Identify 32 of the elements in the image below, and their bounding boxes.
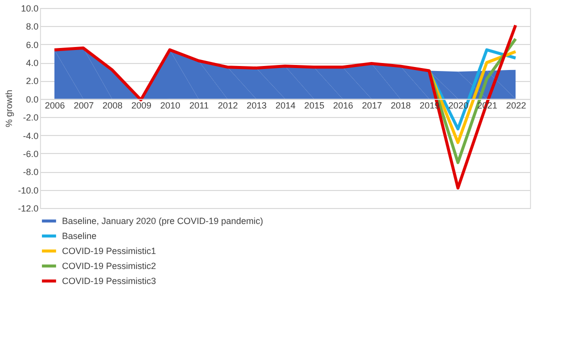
x-tick-label: 2011 <box>189 100 209 110</box>
legend-label: Baseline <box>62 231 97 241</box>
legend-label: COVID-19 Pessimistic2 <box>62 261 156 271</box>
y-tick-label: 6.0 <box>26 40 38 50</box>
y-tick-label: 0.0 <box>26 94 38 104</box>
y-tick-label: -6.0 <box>22 148 38 159</box>
y-tick-label: -2.0 <box>22 112 38 123</box>
y-tick-label: 10.0 <box>20 4 38 14</box>
x-tick-label: 2010 <box>160 100 180 110</box>
x-tick-label: 2017 <box>362 100 382 110</box>
x-tick-label: 2009 <box>131 100 152 110</box>
x-tick-label: 2008 <box>102 100 123 110</box>
y-tick-label: 4.0 <box>26 58 38 68</box>
x-tick-label: 2012 <box>218 100 238 110</box>
y-tick-label: -10.0 <box>18 185 38 196</box>
x-tick-label: 2014 <box>275 100 296 110</box>
legend-label: COVID-19 Pessimistic1 <box>62 246 156 256</box>
x-tick-label: 2006 <box>44 100 65 110</box>
y-tick-label: -12.0 <box>18 204 38 214</box>
y-tick-label: 2.0 <box>26 76 38 86</box>
y-tick-label: 8.0 <box>26 22 38 32</box>
x-tick-label: 2016 <box>333 100 354 110</box>
y-tick-label: -8.0 <box>22 167 38 178</box>
legend-label: Baseline, January 2020 (pre COVID-19 pandemic) <box>62 216 264 226</box>
y-axis-title: % growth <box>4 90 14 128</box>
x-tick-label: 2007 <box>74 100 94 110</box>
x-tick-label: 2015 <box>304 100 324 110</box>
x-tick-label: 2018 <box>390 100 411 110</box>
y-tick-label: -4.0 <box>22 130 38 141</box>
x-tick-label: 2013 <box>246 100 267 110</box>
x-tick-label: 2022 <box>506 100 526 110</box>
legend-label: COVID-19 Pessimistic3 <box>62 276 156 286</box>
